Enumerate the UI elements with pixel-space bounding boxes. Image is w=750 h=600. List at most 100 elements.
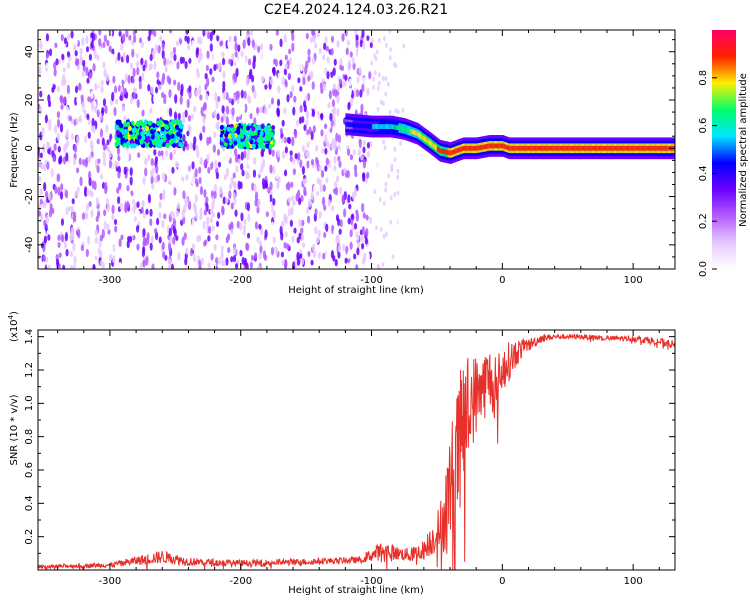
noise-speck	[338, 78, 343, 85]
noise-speck	[294, 258, 298, 268]
noise-speck	[158, 236, 162, 244]
ridge-cell	[425, 137, 428, 143]
noise-speck	[216, 113, 220, 121]
noise-speck	[182, 69, 187, 78]
noise-speck	[335, 132, 339, 142]
noise-speck	[284, 81, 288, 88]
noise-speck	[299, 63, 304, 72]
noise-speck	[200, 257, 204, 265]
ridge-cell	[504, 144, 506, 150]
noise-speck	[141, 72, 145, 81]
noise-speck	[168, 242, 172, 252]
ridge-cell	[637, 145, 639, 151]
noise-speck	[337, 245, 342, 252]
ridge-cell	[493, 143, 496, 149]
noise-speck	[349, 97, 354, 107]
noise-speck	[119, 202, 123, 211]
ridge-cell	[368, 123, 370, 129]
colorbar-label: Normalized spectral amplitude	[738, 73, 749, 227]
noise-speck	[235, 67, 239, 78]
noise-speck	[249, 30, 253, 36]
noise-speck	[67, 161, 71, 168]
noise-speck	[207, 262, 211, 269]
noise-speck	[182, 134, 186, 143]
noise-speck	[92, 124, 96, 134]
noise-speck	[86, 187, 90, 197]
noise-speck	[118, 261, 122, 269]
noise-speck	[157, 44, 161, 54]
ridge-cell	[632, 145, 635, 151]
noise-speck	[77, 229, 81, 239]
ridge-cell	[618, 145, 620, 151]
noise-speck	[303, 104, 307, 113]
noise-speck	[286, 94, 290, 103]
noise-speck	[220, 116, 224, 123]
noise-speck	[198, 166, 202, 174]
y-tick-label: 1.2	[24, 362, 35, 378]
noise-speck	[199, 156, 203, 166]
ridge-cell	[444, 149, 446, 155]
noise-speck	[301, 219, 305, 227]
noise-speck	[288, 57, 293, 65]
noise-speck	[88, 53, 93, 61]
ridge-cell	[512, 145, 514, 151]
noise-speck	[150, 176, 154, 185]
ridge-cell	[622, 145, 625, 151]
noise-speck	[343, 179, 347, 189]
x-tick-label: -100	[360, 275, 383, 286]
noise-speck	[185, 52, 189, 62]
ridge-cell	[442, 148, 444, 154]
noise-speck	[345, 47, 349, 56]
noise-speck	[209, 31, 213, 42]
noise-speck	[147, 193, 151, 204]
noise-speck	[209, 208, 213, 215]
ridge-cell	[382, 124, 385, 129]
ridge-cell	[576, 145, 578, 151]
noise-speck	[335, 175, 340, 183]
noise-speck	[50, 167, 54, 178]
noise-speck	[123, 87, 127, 95]
noise-speck	[233, 246, 237, 256]
ridge-cell	[456, 148, 458, 154]
noise-speck	[325, 157, 329, 166]
noise-speck	[314, 42, 318, 49]
noise-speck	[222, 70, 226, 79]
noise-speck	[182, 117, 186, 124]
noise-speck	[376, 106, 380, 112]
noise-speck	[362, 173, 366, 183]
noise-speck	[142, 228, 146, 237]
noise-speck	[356, 89, 360, 98]
blob-speck	[154, 131, 159, 137]
noise-speck	[259, 43, 264, 51]
ridge-cell	[494, 143, 496, 149]
noise-speck	[289, 91, 293, 99]
noise-speck	[69, 264, 74, 269]
ridge-cell	[606, 145, 608, 151]
noise-speck	[254, 252, 258, 260]
ridge-cell	[495, 143, 497, 149]
noise-speck	[128, 248, 132, 258]
ridge-cell	[609, 145, 611, 151]
ridge-cell	[458, 147, 461, 153]
ridge-cell	[472, 145, 474, 151]
noise-speck	[213, 243, 217, 251]
noise-speck	[291, 84, 295, 93]
noise-speck	[333, 228, 337, 238]
noise-speck	[310, 259, 314, 266]
noise-speck	[191, 161, 195, 170]
ridge-cell	[487, 143, 489, 149]
ridge-cell	[363, 123, 365, 129]
noise-speck	[140, 41, 144, 48]
noise-speck	[158, 212, 162, 219]
ridge-cell	[603, 145, 605, 151]
noise-speck	[333, 155, 337, 164]
noise-speck	[362, 212, 366, 219]
noise-speck	[346, 148, 351, 156]
ridge-cell	[447, 150, 449, 155]
noise-speck	[228, 224, 232, 231]
noise-speck	[47, 193, 52, 201]
noise-speck	[315, 144, 319, 152]
noise-speck	[390, 166, 394, 172]
noise-speck	[305, 60, 309, 69]
